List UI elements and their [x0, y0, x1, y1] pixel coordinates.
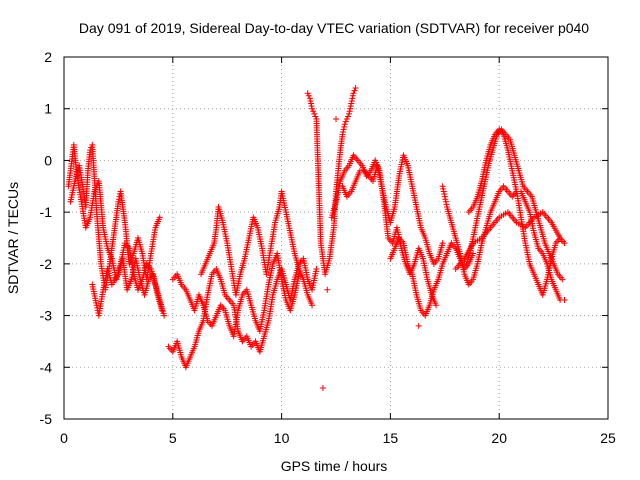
plot-border	[63, 56, 609, 420]
x-tick-label: 15	[383, 430, 399, 446]
y-tick-label: 1	[44, 101, 52, 117]
y-tick-label: 2	[44, 49, 52, 65]
data-point	[433, 302, 440, 309]
data-point	[441, 193, 448, 200]
data-point	[561, 297, 568, 304]
data-point	[342, 118, 349, 125]
y-tick-label: 0	[44, 152, 52, 168]
chart-title: Day 091 of 2019, Sidereal Day-to-day VTE…	[79, 20, 589, 36]
data-point	[94, 304, 101, 311]
x-tick-label: 10	[274, 430, 290, 446]
data-point	[311, 110, 318, 117]
data-point	[309, 105, 316, 112]
y-axis-label: SDTVAR / TECUs	[5, 182, 21, 294]
data-point	[415, 322, 422, 329]
data-point	[340, 128, 347, 135]
data-point	[333, 116, 339, 123]
data-point	[309, 302, 316, 309]
x-tick-label: 0	[60, 430, 68, 446]
data-point	[115, 198, 122, 205]
y-tick-label: -1	[40, 204, 53, 220]
data-point	[439, 240, 446, 247]
data-point	[348, 100, 355, 107]
data-point	[347, 103, 354, 110]
data-point	[347, 105, 354, 112]
x-tick-label: 5	[169, 430, 177, 446]
y-tick-label: -2	[40, 256, 53, 272]
data-point	[313, 266, 320, 273]
data-point	[346, 110, 353, 117]
x-tick-label: 25	[600, 430, 616, 446]
y-tick-label: -5	[40, 411, 53, 427]
ticks: 0 5 10 15 20 25 -5 -4 -3 -2 -1 0 1 2	[40, 49, 616, 446]
data-point	[310, 108, 317, 115]
data-point	[158, 307, 165, 314]
data-point	[442, 196, 449, 203]
data-point	[350, 90, 357, 97]
data-point	[442, 198, 449, 205]
data-point	[319, 384, 326, 391]
data-point	[307, 100, 314, 107]
data-point	[348, 97, 355, 104]
data-point	[307, 97, 314, 104]
data-point	[339, 131, 346, 138]
data-point	[349, 95, 356, 102]
data-point	[439, 183, 446, 190]
data-point	[312, 113, 319, 120]
data-point	[305, 92, 312, 99]
data-point	[349, 92, 356, 99]
data-point	[156, 214, 163, 221]
data-point	[561, 240, 568, 247]
y-tick-label: -3	[40, 308, 53, 324]
data-point	[559, 276, 566, 283]
data-point	[441, 191, 448, 198]
x-tick-label: 20	[491, 430, 507, 446]
data-point	[344, 113, 351, 120]
data-point	[341, 123, 348, 130]
data-point	[93, 302, 100, 309]
data-point	[343, 116, 350, 123]
data-point	[440, 188, 447, 195]
data-point	[470, 250, 477, 257]
data-point	[324, 286, 331, 293]
data-points	[65, 85, 568, 391]
x-axis-label: GPS time / hours	[281, 458, 388, 474]
data-point	[306, 95, 313, 102]
data-point	[443, 201, 450, 208]
data-point	[351, 87, 358, 94]
data-point	[304, 90, 311, 97]
data-point	[346, 108, 353, 115]
data-point	[161, 312, 168, 319]
data-point	[115, 196, 122, 203]
data-point	[340, 126, 347, 133]
data-point	[440, 185, 447, 192]
data-point	[308, 103, 315, 110]
data-point	[341, 121, 348, 128]
data-point	[352, 85, 359, 92]
y-tick-label: -4	[40, 359, 53, 375]
